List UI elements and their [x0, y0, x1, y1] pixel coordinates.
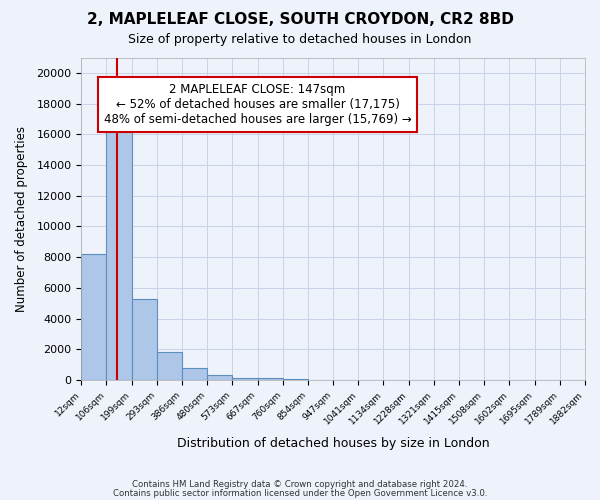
Text: 2, MAPLELEAF CLOSE, SOUTH CROYDON, CR2 8BD: 2, MAPLELEAF CLOSE, SOUTH CROYDON, CR2 8… — [86, 12, 514, 28]
Bar — [157, 352, 182, 380]
Text: Contains public sector information licensed under the Open Government Licence v3: Contains public sector information licen… — [113, 489, 487, 498]
Y-axis label: Number of detached properties: Number of detached properties — [15, 126, 28, 312]
Bar — [257, 378, 283, 380]
Bar — [207, 376, 232, 380]
Bar — [106, 126, 131, 380]
Text: Contains HM Land Registry data © Crown copyright and database right 2024.: Contains HM Land Registry data © Crown c… — [132, 480, 468, 489]
Bar — [131, 298, 157, 380]
Text: Size of property relative to detached houses in London: Size of property relative to detached ho… — [128, 32, 472, 46]
Text: 2 MAPLELEAF CLOSE: 147sqm
← 52% of detached houses are smaller (17,175)
48% of s: 2 MAPLELEAF CLOSE: 147sqm ← 52% of detac… — [104, 84, 412, 126]
Bar — [232, 378, 257, 380]
Bar — [81, 254, 106, 380]
X-axis label: Distribution of detached houses by size in London: Distribution of detached houses by size … — [177, 437, 490, 450]
Bar — [182, 368, 207, 380]
Bar — [283, 379, 308, 380]
